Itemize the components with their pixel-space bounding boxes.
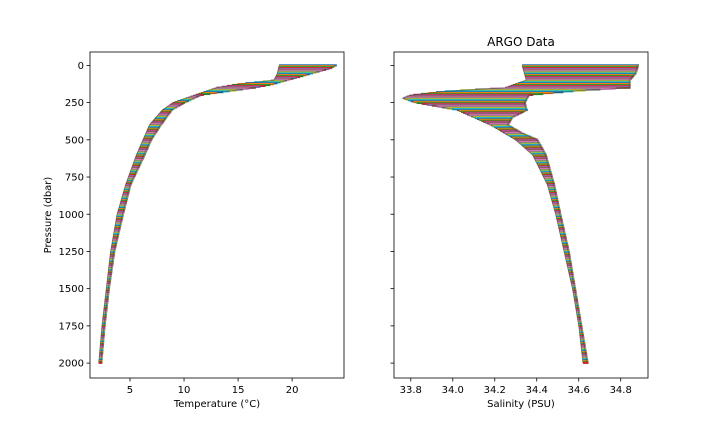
- y-axis-label: Pressure (dbar): [43, 177, 54, 254]
- x-tick-label: 5: [127, 385, 133, 396]
- y-tick-label: 1500: [59, 284, 84, 295]
- envelope-edge-b: [100, 65, 336, 364]
- x-tick-label: 10: [178, 385, 191, 396]
- x-tick-label: 34.8: [610, 385, 632, 396]
- temperature-panel: 5 10 15 20 0 250 500 750 1000 1250 1500 1750 2000 Tem…: [43, 51, 345, 410]
- x-axis-label: Salinity (PSU): [487, 399, 555, 410]
- axes-frame: [89, 51, 345, 379]
- x-tick-label: 34.2: [484, 385, 506, 396]
- x-tick-label: 34.4: [526, 385, 548, 396]
- envelope-edge-b: [506, 65, 638, 364]
- envelope-edge-a: [98, 65, 280, 364]
- x-tick-label: 15: [232, 385, 245, 396]
- y-tick-label: 1250: [59, 247, 84, 258]
- x-tick-label: 34.0: [442, 385, 464, 396]
- x-tick-label: 34.6: [568, 385, 590, 396]
- profile-traces: [98, 64, 337, 364]
- x-tick-label: 20: [286, 385, 299, 396]
- chart-title: ARGO Data: [487, 35, 555, 49]
- y-tick-label: 1000: [59, 210, 84, 221]
- axes-frame: [393, 51, 649, 379]
- y-tick-label: 0: [78, 61, 84, 72]
- x-axis-label: Temperature (°C): [173, 399, 260, 410]
- y-tick-label: 1750: [59, 321, 84, 332]
- y-tick-label: 750: [65, 173, 84, 184]
- x-tick-label: 33.8: [400, 385, 422, 396]
- envelope-edge-a: [401, 65, 584, 364]
- salinity-panel: 33.8 34.0 34.2 34.4 34.6 34.8 Salinity (PSU) AR…: [390, 35, 649, 410]
- y-tick-label: 500: [65, 135, 84, 146]
- y-tick-label: 250: [65, 98, 84, 109]
- profile-traces: [401, 64, 639, 364]
- y-tick-label: 2000: [59, 359, 84, 370]
